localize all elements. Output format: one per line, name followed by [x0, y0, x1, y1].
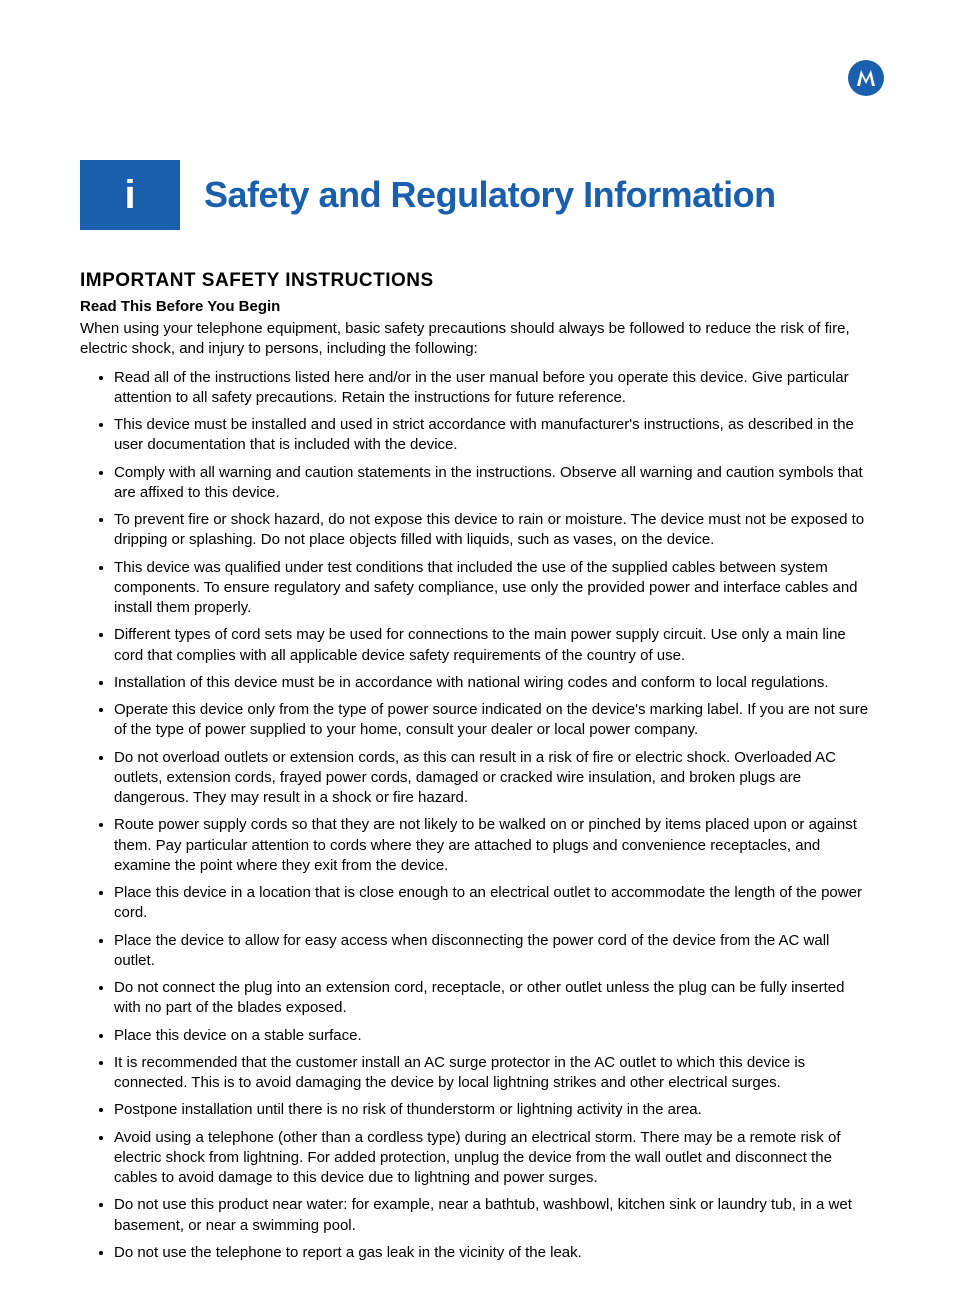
- list-item: Operate this device only from the type o…: [114, 700, 874, 741]
- list-item: Comply with all warning and caution stat…: [114, 463, 874, 504]
- list-item: Installation of this device must be in a…: [114, 673, 874, 693]
- list-item: Postpone installation until there is no …: [114, 1100, 874, 1120]
- list-item: Place this device in a location that is …: [114, 883, 874, 924]
- list-item: Different types of cord sets may be used…: [114, 625, 874, 666]
- motorola-logo-icon: [848, 60, 884, 96]
- list-item: Read all of the instructions listed here…: [114, 368, 874, 409]
- safety-bullet-list: Read all of the instructions listed here…: [80, 368, 874, 1264]
- section-heading: IMPORTANT SAFETY INSTRUCTIONS: [80, 270, 874, 292]
- list-item: Place the device to allow for easy acces…: [114, 931, 874, 972]
- list-item: Do not use the telephone to report a gas…: [114, 1243, 874, 1263]
- chapter-badge: i: [80, 160, 180, 230]
- list-item: Place this device on a stable surface.: [114, 1026, 874, 1046]
- list-item: Avoid using a telephone (other than a co…: [114, 1128, 874, 1189]
- list-item: This device must be installed and used i…: [114, 415, 874, 456]
- sub-heading: Read This Before You Begin: [80, 298, 874, 315]
- document-page: i Safety and Regulatory Information IMPO…: [0, 0, 954, 1310]
- list-item: To prevent fire or shock hazard, do not …: [114, 510, 874, 551]
- list-item: Do not use this product near water: for …: [114, 1195, 874, 1236]
- list-item: Route power supply cords so that they ar…: [114, 815, 874, 876]
- list-item: This device was qualified under test con…: [114, 558, 874, 619]
- list-item: Do not overload outlets or extension cor…: [114, 748, 874, 809]
- list-item: Do not connect the plug into an extensio…: [114, 978, 874, 1019]
- intro-paragraph: When using your telephone equipment, bas…: [80, 319, 874, 360]
- list-item: It is recommended that the customer inst…: [114, 1053, 874, 1094]
- page-title: Safety and Regulatory Information: [204, 174, 776, 216]
- motorola-m-icon: [854, 66, 878, 90]
- title-row: i Safety and Regulatory Information: [80, 160, 874, 230]
